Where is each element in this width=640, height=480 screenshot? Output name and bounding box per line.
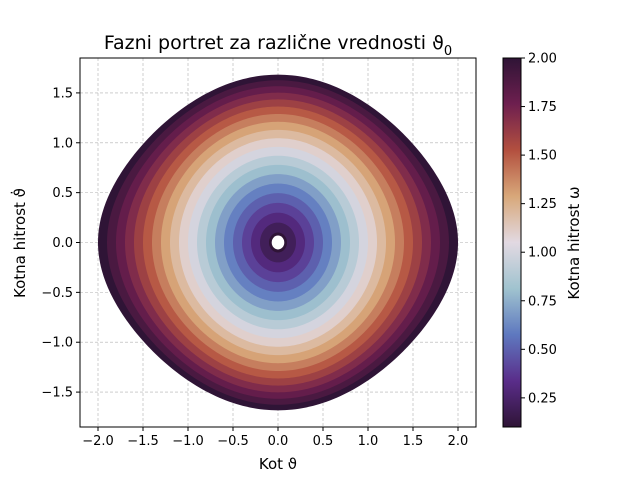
colorbar-tick-label: 1.25	[528, 197, 557, 212]
chart-title-main: Fazni portret za različne vrednosti ϑ	[104, 32, 444, 54]
x-tick-label: −1.5	[127, 434, 159, 449]
colorbar-tick-label: 0.75	[528, 294, 557, 309]
x-axis-ticks: −2.0 −1.5 −1.0 −0.5 0.0 0.5 1.0 1.5 2.0	[82, 427, 468, 449]
chart-title: Fazni portret za različne vrednosti ϑ0	[104, 32, 452, 59]
y-tick-label: 1.5	[52, 86, 73, 101]
y-tick-label: 1.0	[52, 136, 73, 151]
colorbar-tick-label: 1.00	[528, 246, 557, 261]
colorbar-tick-label: 1.75	[528, 100, 557, 115]
x-tick-label: 0.0	[268, 434, 289, 449]
colorbar-label: Kotna hitrost ω	[565, 186, 583, 299]
colorbar-tick-label: 1.50	[528, 149, 557, 164]
y-tick-label: −0.5	[41, 286, 73, 301]
x-tick-label: −2.0	[82, 434, 114, 449]
x-tick-label: 1.5	[403, 434, 424, 449]
colorbar	[502, 57, 522, 428]
x-tick-label: −0.5	[217, 434, 249, 449]
colorbar-tick-label: 0.50	[528, 343, 557, 358]
x-axis-label: Kot ϑ	[259, 455, 297, 473]
y-axis-label: Kotna hitrost ϑ̇	[10, 188, 29, 298]
y-tick-label: 0.5	[52, 186, 73, 201]
y-axis-ticks: −1.5 −1.0 −0.5 0.0 0.5 1.0 1.5	[41, 86, 80, 401]
colorbar-ticks: 0.25 0.50 0.75 1.00 1.25 1.50 1.75 2.00	[521, 52, 557, 406]
x-tick-label: 0.5	[313, 434, 334, 449]
x-tick-label: 2.0	[448, 434, 469, 449]
y-tick-label: −1.0	[41, 336, 73, 351]
x-tick-label: 1.0	[358, 434, 379, 449]
y-tick-label: 0.0	[52, 236, 73, 251]
y-tick-label: −1.5	[41, 386, 73, 401]
orbit-series	[98, 74, 458, 411]
colorbar-tick-label: 2.00	[528, 52, 557, 67]
x-tick-label: −1.0	[172, 434, 204, 449]
chart-title-subscript: 0	[444, 44, 452, 59]
colorbar-tick-label: 0.25	[528, 391, 557, 406]
origin-gap	[271, 235, 285, 250]
